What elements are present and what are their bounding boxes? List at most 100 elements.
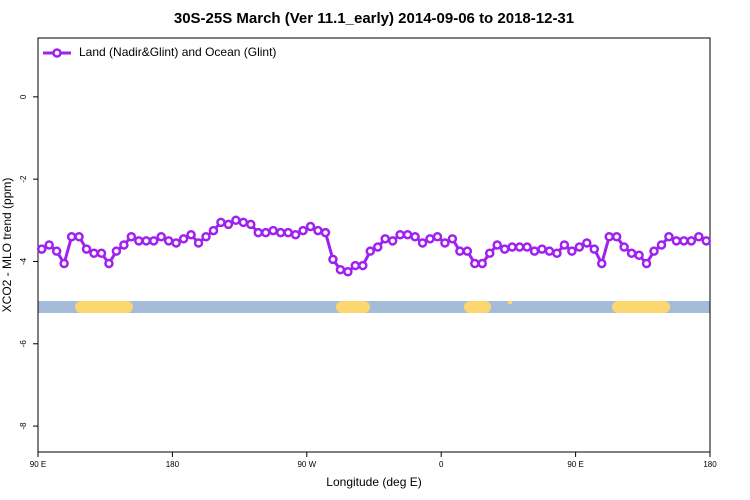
point (253, 227, 264, 238)
point (387, 236, 398, 246)
point (582, 238, 592, 248)
y-tick-label: -6 (19, 340, 28, 348)
point (440, 238, 450, 248)
point (89, 248, 99, 258)
point (604, 232, 614, 242)
point (343, 266, 353, 277)
point (552, 248, 562, 258)
point (298, 225, 308, 236)
point (186, 229, 196, 240)
point (641, 258, 652, 269)
point (268, 225, 278, 236)
point (66, 232, 77, 242)
point (701, 236, 712, 246)
x-tick-label: 90 W (297, 460, 316, 469)
point (417, 238, 428, 248)
point (134, 236, 144, 246)
point (119, 240, 129, 250)
plot-frame (37, 37, 711, 453)
point (283, 227, 293, 238)
point (156, 232, 166, 242)
point (201, 232, 211, 242)
point (544, 246, 555, 256)
ocean-band (38, 301, 710, 313)
point (402, 229, 413, 240)
point (111, 246, 122, 256)
point (492, 240, 502, 250)
x-tick-label: 180 (166, 460, 180, 469)
point (395, 229, 405, 240)
x-tick-label: 90 E (30, 460, 46, 469)
land-ocean-mask (38, 301, 710, 313)
point (447, 234, 458, 244)
point (51, 246, 62, 256)
point (350, 260, 361, 271)
x-tick-label: 90 E (567, 460, 583, 469)
point (59, 258, 69, 269)
point (462, 246, 473, 256)
point (656, 240, 667, 250)
point (619, 242, 629, 252)
point (425, 234, 435, 244)
point (178, 234, 189, 244)
point (529, 246, 540, 256)
point (477, 258, 488, 269)
point (574, 242, 585, 252)
y-tick-label: -2 (19, 175, 28, 183)
land-band (612, 301, 670, 313)
point (171, 238, 181, 248)
point (455, 246, 465, 256)
point (589, 244, 600, 254)
point (141, 236, 152, 246)
point (470, 258, 480, 269)
point (372, 242, 383, 252)
point (313, 225, 323, 236)
point (104, 258, 114, 269)
point (231, 215, 241, 226)
point (596, 258, 607, 269)
point (537, 244, 547, 254)
point (328, 254, 338, 265)
point (649, 246, 659, 256)
land-band (508, 301, 512, 304)
point (74, 232, 84, 242)
point (694, 232, 704, 242)
chart-title: 30S-25S March (Ver 11.1_early) 2014-09-0… (174, 10, 574, 27)
point (634, 250, 644, 261)
point (410, 232, 420, 242)
point (163, 236, 174, 246)
point (320, 227, 331, 238)
y-tick-label: -8 (19, 422, 28, 430)
point (432, 232, 443, 242)
point (611, 232, 622, 242)
point (246, 219, 256, 230)
y-axis-label: XCO2 - MLO trend (ppm) (0, 178, 14, 313)
point (514, 242, 525, 252)
point (626, 248, 637, 258)
x-tick-label: 180 (703, 460, 717, 469)
point (223, 219, 234, 230)
y-tick-label: -4 (19, 257, 28, 265)
y-tick-label: 0 (19, 94, 28, 99)
point (380, 234, 390, 244)
point (335, 264, 346, 275)
point (193, 238, 204, 248)
legend-label: Land (Nadir&Glint) and Ocean (Glint) (79, 45, 276, 59)
land-band (464, 301, 491, 313)
x-axis-label: Longitude (deg E) (326, 475, 421, 489)
legend-marker (52, 48, 62, 58)
point (567, 246, 577, 256)
point (559, 240, 570, 250)
point (148, 236, 159, 246)
point (126, 232, 137, 242)
land-band (336, 301, 370, 313)
x-tick-label: 0 (439, 460, 444, 469)
point (208, 225, 219, 236)
land-band (75, 301, 133, 313)
point (81, 244, 92, 254)
point (522, 242, 532, 252)
point (238, 217, 249, 228)
point (290, 229, 301, 240)
point (507, 242, 517, 252)
